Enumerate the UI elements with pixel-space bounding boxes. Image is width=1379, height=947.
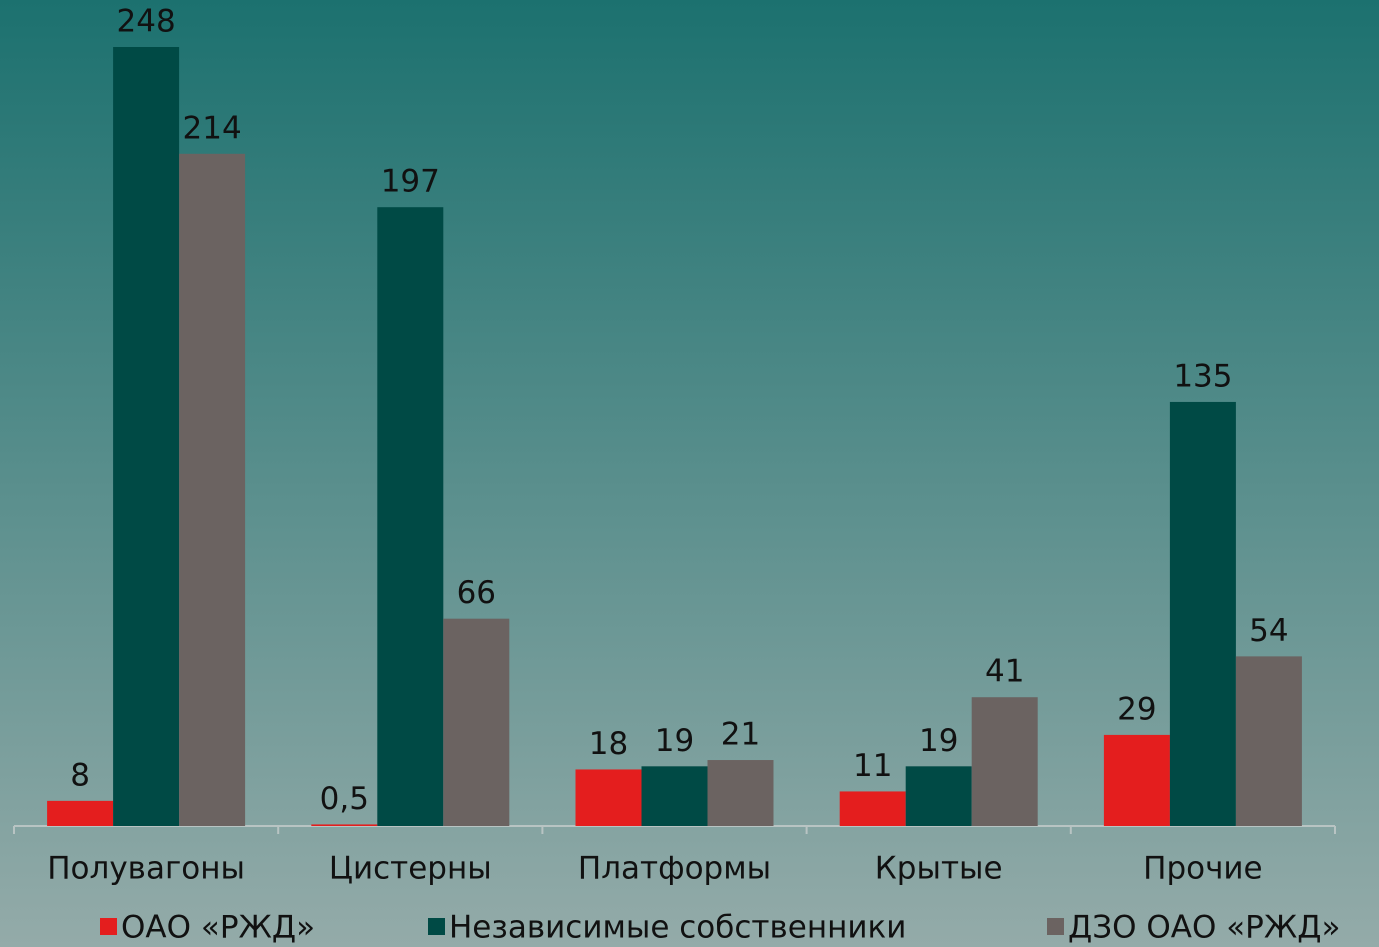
bar xyxy=(377,207,444,827)
data-label: 21 xyxy=(721,717,760,753)
legend-label: Независимые собственники xyxy=(449,910,906,946)
bar xyxy=(575,769,642,826)
bar xyxy=(641,766,708,826)
x-tick-label: Платформы xyxy=(578,851,771,887)
x-tick-label: Прочие xyxy=(1143,851,1263,887)
data-label: 19 xyxy=(919,723,958,759)
bar xyxy=(839,791,906,826)
bar xyxy=(113,47,180,826)
bar xyxy=(1235,656,1302,826)
data-label: 135 xyxy=(1173,358,1232,394)
bar xyxy=(47,800,114,826)
legend-swatch xyxy=(428,918,445,935)
data-label: 11 xyxy=(853,748,892,784)
bar xyxy=(971,697,1038,826)
data-label: 8 xyxy=(70,757,90,793)
data-label: 0,5 xyxy=(320,781,369,817)
bar xyxy=(1169,401,1236,826)
bar xyxy=(311,824,378,826)
x-tick-label: Полувагоны xyxy=(47,851,245,887)
bar xyxy=(443,618,510,826)
data-label: 29 xyxy=(1117,691,1156,727)
data-label: 18 xyxy=(589,726,628,762)
data-label: 41 xyxy=(985,654,1024,690)
data-label: 66 xyxy=(457,575,496,611)
data-label: 248 xyxy=(117,4,176,40)
bar xyxy=(179,153,246,826)
legend-swatch xyxy=(100,918,117,935)
x-tick-label: Крытые xyxy=(875,851,1003,887)
data-label: 54 xyxy=(1249,613,1288,649)
bar xyxy=(905,766,972,826)
data-label: 214 xyxy=(183,110,242,146)
bar xyxy=(1103,734,1170,826)
data-label: 19 xyxy=(655,723,694,759)
legend-label: ДЗО ОАО «РЖД» xyxy=(1068,910,1340,946)
data-label: 197 xyxy=(381,164,440,200)
legend-swatch xyxy=(1047,918,1064,935)
bar xyxy=(707,760,774,826)
legend-label: ОАО «РЖД» xyxy=(121,910,315,946)
x-tick-label: Цистерны xyxy=(329,851,492,887)
